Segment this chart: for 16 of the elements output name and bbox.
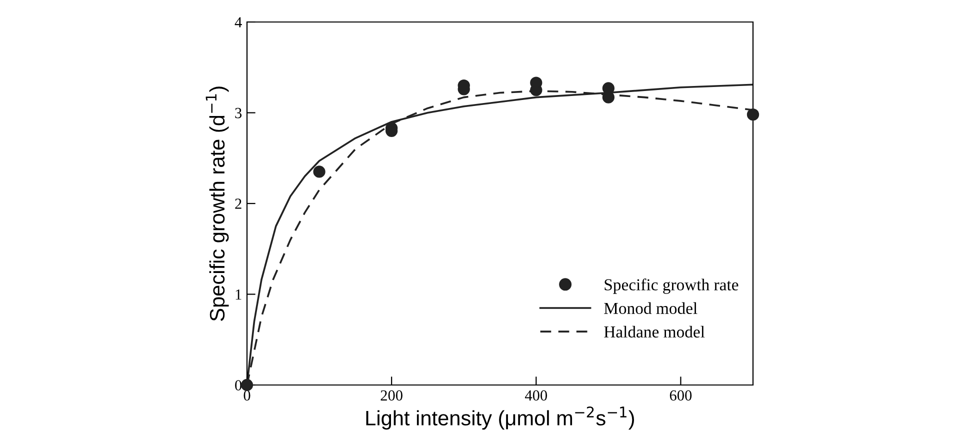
y-tick-label: 4 xyxy=(234,17,242,28)
y-tick-label: 3 xyxy=(235,108,242,118)
y-tick-label: 0 xyxy=(235,380,242,390)
x-axis-title: Light intensity (μmol m$^{−2}$s$^{−1}$) xyxy=(366,406,634,430)
point xyxy=(313,166,326,178)
legend-label: Specific growth rate xyxy=(604,278,738,294)
point xyxy=(746,108,760,121)
x-tick-label: 200 xyxy=(380,390,402,401)
legend-label: Haldane model xyxy=(604,326,705,338)
y-axis-title: Specific growth rate (d$^{−1}$) xyxy=(206,86,229,321)
y-tick-label: 2 xyxy=(235,198,242,209)
legend-label: Monod model xyxy=(604,302,698,314)
x-tick-label: 400 xyxy=(524,390,548,401)
x-tick-label: 0 xyxy=(244,390,250,401)
y-tick-label: 1 xyxy=(236,289,242,300)
x-tick-label: 600 xyxy=(670,390,692,401)
